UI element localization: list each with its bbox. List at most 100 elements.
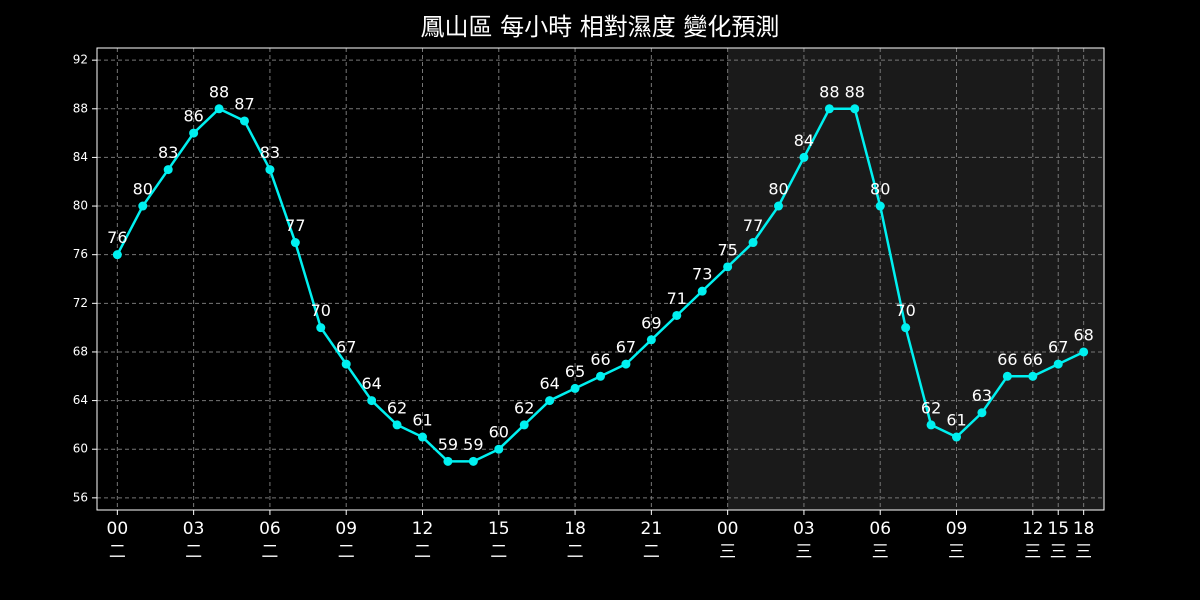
point: [545, 396, 555, 406]
y-tick-label: 68: [73, 344, 88, 358]
data-label: 64: [539, 374, 559, 393]
x-tick-label: 06: [869, 519, 891, 539]
x-tick-label: 三: [872, 542, 889, 562]
point: [494, 444, 504, 454]
data-label: 84: [794, 131, 814, 150]
y-tick-label: 88: [73, 101, 88, 115]
point: [519, 420, 529, 430]
data-label: 62: [387, 398, 407, 417]
point: [875, 201, 885, 211]
point: [112, 250, 122, 260]
x-tick-label: 18: [1073, 519, 1095, 539]
x-tick-label: 12: [1022, 519, 1044, 539]
point: [1079, 347, 1089, 357]
y-tick-label: 76: [73, 247, 88, 261]
data-label: 70: [311, 301, 331, 320]
point: [214, 104, 224, 114]
point: [417, 432, 427, 442]
x-tick-label: 15: [1047, 519, 1069, 539]
x-tick-label: 21: [641, 519, 663, 539]
data-label: 87: [234, 94, 254, 113]
x-tick-label: 03: [793, 519, 815, 539]
plot-frame: [96, 47, 1105, 511]
x-tick-label: 二: [185, 542, 202, 562]
x-tick-label: 二: [490, 542, 507, 562]
x-tick-label: 06: [259, 519, 281, 539]
point: [977, 408, 987, 418]
x-tick-label: 12: [412, 519, 434, 539]
x-tick-label: 18: [564, 519, 586, 539]
point: [596, 371, 605, 381]
data-label: 62: [921, 398, 941, 417]
point: [774, 201, 784, 211]
point: [1053, 359, 1063, 369]
data-label: 88: [209, 82, 229, 101]
x-tick-label: 二: [567, 542, 584, 562]
x-tick-label: 15: [488, 519, 510, 539]
data-label: 66: [590, 350, 610, 369]
point: [392, 420, 402, 430]
point: [341, 359, 351, 369]
data-label: 68: [1073, 325, 1093, 344]
data-label: 88: [845, 82, 865, 101]
x-tick-label: 二: [414, 542, 431, 562]
x-tick-label: 00: [107, 519, 129, 539]
data-label: 83: [260, 143, 280, 162]
y-tick-label: 92: [73, 53, 88, 67]
y-tick-label: 72: [73, 296, 88, 310]
point: [926, 420, 936, 430]
data-label: 75: [717, 240, 737, 259]
data-label: 80: [870, 180, 890, 199]
data-label: 66: [1023, 350, 1043, 369]
data-label: 64: [361, 374, 381, 393]
data-label: 88: [819, 82, 839, 101]
x-tick-label: 三: [719, 542, 736, 562]
y-tick-label: 60: [73, 442, 88, 456]
point: [189, 128, 199, 138]
point: [850, 104, 860, 114]
data-label: 62: [514, 398, 534, 417]
point: [367, 396, 377, 406]
point: [570, 383, 580, 393]
x-tick-label: 三: [1024, 542, 1041, 562]
point: [138, 201, 148, 211]
point: [443, 456, 453, 466]
shaded-region: [727, 48, 1104, 510]
point: [1028, 371, 1038, 381]
point: [748, 238, 758, 248]
point: [901, 323, 911, 333]
x-tick-label: 三: [1050, 542, 1067, 562]
point: [799, 152, 809, 162]
chart-title: 鳳山區 每小時 相對濕度 變化預測: [421, 13, 780, 41]
point: [824, 104, 834, 114]
x-tick-label: 三: [948, 542, 965, 562]
data-label: 61: [412, 411, 432, 430]
y-tick-label: 56: [73, 490, 88, 504]
point: [1002, 371, 1012, 381]
data-label: 59: [463, 435, 483, 454]
data-label: 69: [641, 313, 661, 332]
point: [265, 165, 275, 175]
data-label: 73: [692, 265, 712, 284]
point: [239, 116, 249, 126]
x-tick-label: 二: [109, 542, 126, 562]
data-label: 61: [946, 411, 966, 430]
data-label: 67: [616, 338, 636, 357]
point: [952, 432, 962, 442]
x-tick-label: 二: [643, 542, 660, 562]
data-label: 80: [768, 180, 788, 199]
data-label: 80: [133, 180, 153, 199]
point: [621, 359, 631, 369]
data-label: 60: [489, 423, 509, 442]
y-tick-label: 64: [73, 393, 88, 407]
data-label: 70: [895, 301, 915, 320]
data-label: 77: [285, 216, 305, 235]
data-label: 77: [743, 216, 763, 235]
point: [646, 335, 656, 345]
data-label: 65: [565, 362, 585, 381]
data-label: 76: [107, 228, 127, 247]
point: [290, 238, 300, 248]
point: [723, 262, 733, 272]
data-label: 83: [158, 143, 178, 162]
